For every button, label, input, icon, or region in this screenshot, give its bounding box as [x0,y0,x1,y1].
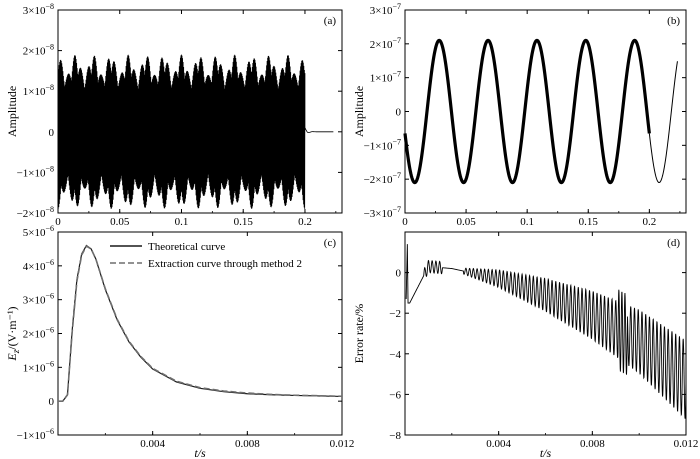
y-tick-label: 2×10−8 [23,43,54,58]
y-tick-label: −8 [389,430,401,442]
panel-b: 0 0.05 0.1 0.15 0.2 −3×10−7 −2×10−7 −1×10−7 0 1×1… [352,2,687,228]
x-tick-label: 0.012 [330,438,355,450]
y-tick-label: 3×10−7 [370,2,401,17]
signal-band [403,38,651,185]
y-tick-label: −1×10−7 [364,137,401,152]
y-tick-label: 4×10−6 [23,258,54,273]
x-tick-label: 0.004 [486,438,511,450]
x-tick-label: 0.2 [298,216,312,228]
y-tick-label: 0 [396,268,402,280]
y-tick-label: 0 [396,107,402,119]
x-tick-label: 0.05 [456,216,476,228]
y-tick-label: −2 [389,308,401,320]
y-tick-label: 1×10−7 [370,70,401,85]
x-tick-label: 0.1 [520,216,534,228]
panel-c: 0.004 0.008 0.012 −1×10−6 0 1×10−6 2×10−6 3×10−… [5,224,354,459]
x-tick-label: 0.008 [580,438,605,450]
x-tick-label: 0.15 [579,216,599,228]
y-tick-label: 3×10−6 [23,292,54,307]
panel-a: 0 0.05 0.1 0.15 0.2 −2×10−8 −1×10−8 0 1×10−8 2×10… [5,2,343,228]
plot-frame [404,9,687,214]
y-tick-label: 1×10−6 [23,359,54,374]
x-tick-label: 0 [55,216,61,228]
legend-label: Theoretical curve [148,241,225,253]
x-tick-label: 0.012 [674,438,699,450]
y-tick-label: −6 [389,389,401,401]
x-tick-label: 0.2 [642,216,656,228]
x-tick-label: 0.05 [110,216,130,228]
y-tick-label: −3×10−7 [364,205,401,220]
legend-label: Extraction curve through method 2 [148,258,302,270]
x-axis-label: t/s [540,446,552,459]
y-axis-label: Ez/(V·m⁻¹) [5,306,21,361]
x-tick-label: 0 [402,216,408,228]
panel-label: (d) [667,237,680,249]
y-tick-label: −1×10−8 [17,164,54,179]
x-tick-label: 0.004 [140,438,165,450]
panel-label: (a) [324,15,337,27]
y-tick-label: 5×10−6 [23,224,54,239]
y-tick-label: −2×10−7 [364,171,401,186]
plot-frame [404,231,687,436]
y-axis-label: Error rate/% [352,304,366,364]
series-extraction [58,245,343,402]
y-tick-label: −1×10−6 [17,427,54,442]
panel-label: (b) [667,15,680,27]
panel-label: (c) [324,237,337,249]
y-tick-label: 2×10−6 [23,326,54,341]
signal-tail [648,61,678,184]
signal-line [57,54,334,209]
y-tick-label: 0 [49,396,55,408]
y-tick-label: −2×10−8 [17,205,54,220]
y-tick-label: 0 [49,127,55,139]
y-tick-label: 3×10−8 [23,2,54,17]
panel-d: 0.004 0.008 0.012 −8 −6 −4 −2 0 (d) Error rate/% t… [352,231,699,459]
x-axis-label: t/s [194,446,206,459]
y-tick-label: 2×10−7 [370,36,401,51]
y-axis-label: Amplitude [352,86,366,137]
y-axis-label: Amplitude [5,86,19,137]
error-line [405,244,687,419]
y-tick-label: −4 [389,349,401,361]
y-tick-label: 1×10−8 [23,83,54,98]
x-tick-label: 0.008 [235,438,260,450]
x-tick-label: 0.15 [234,216,254,228]
x-tick-label: 0.1 [175,216,189,228]
